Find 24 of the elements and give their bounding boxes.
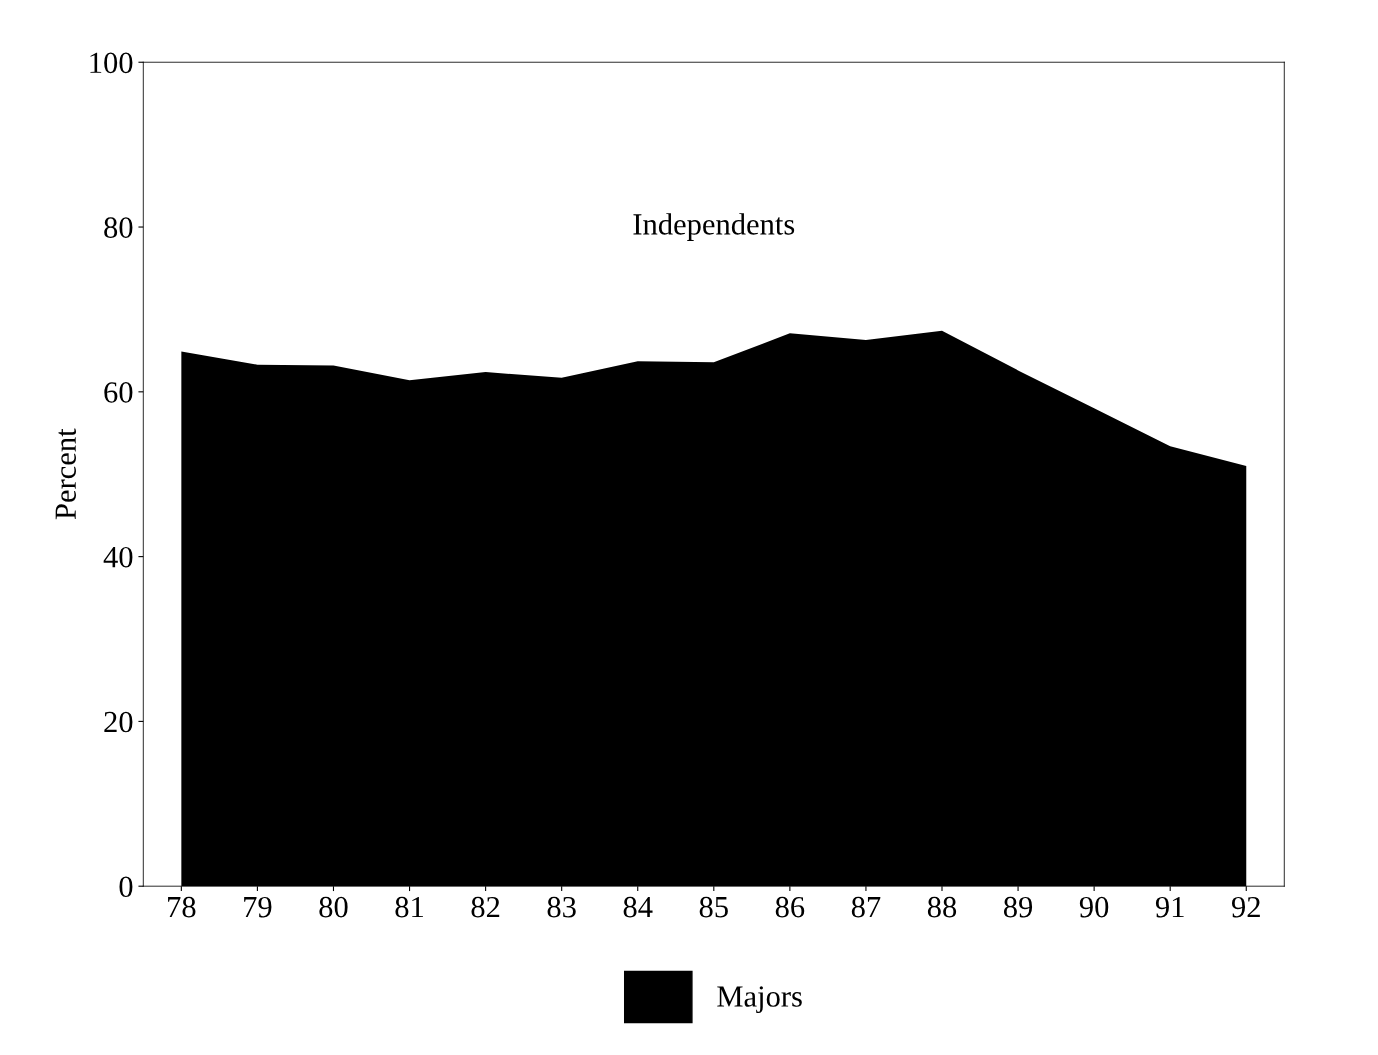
- y-tick-label: 100: [90, 52, 133, 74]
- y-tick-label: 40: [103, 546, 133, 568]
- x-tick-label: 86: [775, 896, 805, 918]
- x-tick-label: 78: [168, 896, 196, 918]
- x-tick-label: 85: [699, 896, 728, 918]
- x-tick-label: 84: [623, 896, 653, 918]
- y-tick-label: 0: [119, 876, 133, 898]
- x-tick-label: 83: [547, 896, 576, 918]
- x-tick-label: 91: [1155, 896, 1184, 918]
- legend-label: Majors: [717, 986, 802, 1014]
- x-tick-label: 81: [395, 896, 423, 918]
- y-tick-label: 60: [104, 382, 133, 403]
- y-axis-title: Percent: [55, 428, 76, 520]
- x-tick-label: 89: [1003, 896, 1033, 918]
- x-tick-label: 87: [851, 896, 881, 918]
- x-tick-label: 90: [1079, 896, 1109, 918]
- x-tick-label: 80: [319, 896, 348, 918]
- x-tick-label: 92: [1231, 896, 1260, 918]
- x-tick-label: 82: [471, 896, 500, 918]
- x-tick-label: 79: [244, 896, 272, 918]
- annotation: Independents: [633, 213, 795, 241]
- x-tick-label: 88: [927, 896, 957, 918]
- y-tick-label: 20: [104, 711, 133, 733]
- y-tick-label: 80: [104, 217, 133, 238]
